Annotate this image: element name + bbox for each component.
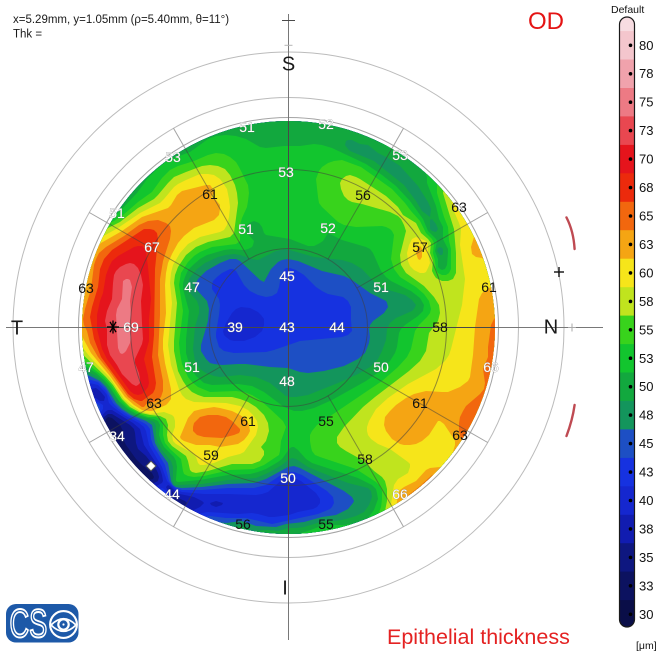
svg-text:43: 43 <box>279 319 295 335</box>
svg-text:63: 63 <box>639 237 653 252</box>
svg-text:T: T <box>11 318 23 340</box>
svg-text:45: 45 <box>279 268 295 284</box>
svg-text:61: 61 <box>240 413 256 429</box>
svg-text:63: 63 <box>451 199 467 215</box>
svg-text:67: 67 <box>144 239 160 255</box>
svg-text:63: 63 <box>452 427 468 443</box>
svg-text:35: 35 <box>639 550 653 565</box>
svg-text:47: 47 <box>184 279 200 295</box>
svg-text:N: N <box>544 317 558 339</box>
svg-text:70: 70 <box>639 152 653 167</box>
svg-text:50: 50 <box>280 470 296 486</box>
svg-text:Epithelial thickness: Epithelial thickness <box>387 625 570 649</box>
svg-text:73: 73 <box>639 123 653 138</box>
svg-text:63: 63 <box>146 395 162 411</box>
svg-text:56: 56 <box>235 516 251 532</box>
svg-text:x=5.29mm, y=1.05mm (ρ=5.40mm,: x=5.29mm, y=1.05mm (ρ=5.40mm, θ=11°) <box>13 14 229 26</box>
svg-text:48: 48 <box>279 373 295 389</box>
svg-text:33: 33 <box>639 578 653 593</box>
svg-text:68: 68 <box>639 180 653 195</box>
svg-text:59: 59 <box>203 447 219 463</box>
svg-text:39: 39 <box>227 319 243 335</box>
svg-text:50: 50 <box>639 379 653 394</box>
svg-text:58: 58 <box>432 319 448 335</box>
svg-text:75: 75 <box>639 95 653 110</box>
svg-text:47: 47 <box>78 359 94 375</box>
svg-text:53: 53 <box>165 149 181 165</box>
svg-text:69: 69 <box>123 319 139 335</box>
svg-text:50: 50 <box>373 359 389 375</box>
svg-text:63: 63 <box>78 280 94 296</box>
svg-text:51: 51 <box>109 205 125 221</box>
svg-text:61: 61 <box>412 395 428 411</box>
svg-text:60: 60 <box>639 265 653 280</box>
svg-text:58: 58 <box>357 451 373 467</box>
svg-text:61: 61 <box>202 186 218 202</box>
svg-text:61: 61 <box>481 279 497 295</box>
svg-text:S: S <box>282 54 295 76</box>
svg-text:51: 51 <box>373 279 389 295</box>
svg-text:55: 55 <box>318 516 334 532</box>
svg-text:52: 52 <box>318 116 334 132</box>
svg-text:56: 56 <box>355 187 371 203</box>
svg-text:53: 53 <box>639 351 653 366</box>
svg-text:44: 44 <box>329 319 345 335</box>
svg-text:44: 44 <box>164 486 180 502</box>
svg-text:38: 38 <box>639 521 653 536</box>
svg-text:66: 66 <box>483 359 499 375</box>
svg-text:Thk =: Thk = <box>13 29 42 41</box>
svg-text:34: 34 <box>109 428 125 444</box>
svg-text:I: I <box>282 578 288 600</box>
svg-text:78: 78 <box>639 66 653 81</box>
svg-text:51: 51 <box>238 221 254 237</box>
svg-text:[μm]: [μm] <box>636 640 656 652</box>
svg-text:Default: Default <box>611 4 644 16</box>
svg-text:53: 53 <box>278 164 294 180</box>
svg-text:45: 45 <box>639 436 653 451</box>
svg-text:OD: OD <box>528 8 564 35</box>
svg-text:51: 51 <box>239 119 255 135</box>
svg-text:52: 52 <box>320 220 336 236</box>
svg-text:51: 51 <box>184 359 200 375</box>
svg-text:40: 40 <box>639 493 653 508</box>
svg-text:66: 66 <box>392 486 408 502</box>
svg-text:48: 48 <box>639 408 653 423</box>
svg-text:43: 43 <box>639 465 653 480</box>
svg-text:57: 57 <box>412 239 428 255</box>
svg-text:55: 55 <box>318 413 334 429</box>
svg-text:53: 53 <box>392 147 408 163</box>
svg-text:55: 55 <box>639 322 653 337</box>
svg-text:CS: CS <box>10 602 48 646</box>
svg-text:30: 30 <box>639 607 653 622</box>
svg-text:80: 80 <box>639 38 653 53</box>
svg-text:65: 65 <box>639 209 653 224</box>
svg-text:58: 58 <box>639 294 653 309</box>
